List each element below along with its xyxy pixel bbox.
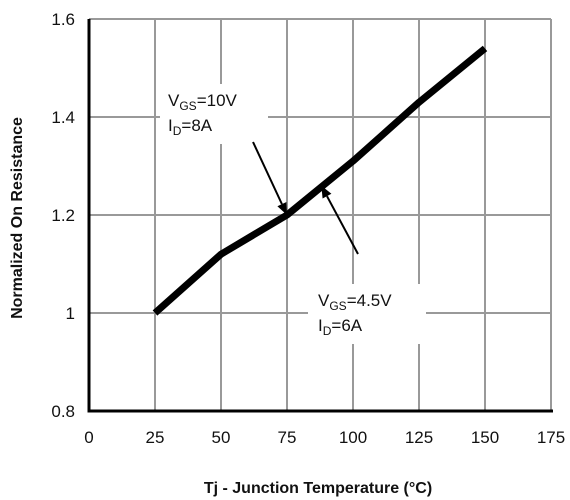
annotation-line-2: ID=8A	[168, 116, 213, 138]
annotation-line-1: VGS=10V	[168, 91, 238, 113]
annotation-bg	[308, 284, 426, 344]
x-tick-label: 175	[537, 428, 565, 447]
grid	[88, 18, 552, 412]
annotation-arrow-head	[321, 185, 332, 199]
y-tick-label: 1	[66, 304, 75, 323]
x-tick-label: 75	[278, 428, 297, 447]
series-line	[152, 45, 488, 316]
annotation-arrow-shaft	[252, 141, 283, 205]
y-tick-label: 1.4	[51, 108, 75, 127]
y-tick-label: 1.6	[51, 10, 75, 29]
annotations: VGS=10V ID=8A VGS=4.5V ID=6A	[160, 84, 426, 344]
annotation-arrow-head	[277, 202, 287, 215]
y-axis-label: Normalized On Resistance	[9, 117, 26, 319]
annotation-arrow-shaft	[326, 195, 359, 255]
annotation: VGS=10V ID=8A	[160, 84, 287, 215]
tick-labels: 0 25 50 75 100 125 150 175 0.8 1 1.2 1.4 1.6	[51, 10, 565, 447]
annotation-line-1: VGS=4.5V	[318, 291, 392, 313]
x-tick-label: 150	[471, 428, 499, 447]
x-tick-label: 0	[84, 428, 93, 447]
annotation: VGS=4.5V ID=6A	[308, 185, 426, 344]
x-tick-label: 125	[405, 428, 433, 447]
y-tick-label: 0.8	[51, 402, 75, 421]
x-tick-label: 100	[339, 428, 367, 447]
y-tick-label: 1.2	[51, 206, 75, 225]
annotation-bg	[160, 84, 268, 144]
axes	[87, 19, 553, 413]
series	[152, 45, 488, 316]
x-axis-label: Tj - Junction Temperature (°C)	[204, 480, 432, 497]
x-tick-label: 25	[146, 428, 165, 447]
x-tick-label: 50	[212, 428, 231, 447]
annotation-line-2: ID=6A	[318, 316, 363, 338]
